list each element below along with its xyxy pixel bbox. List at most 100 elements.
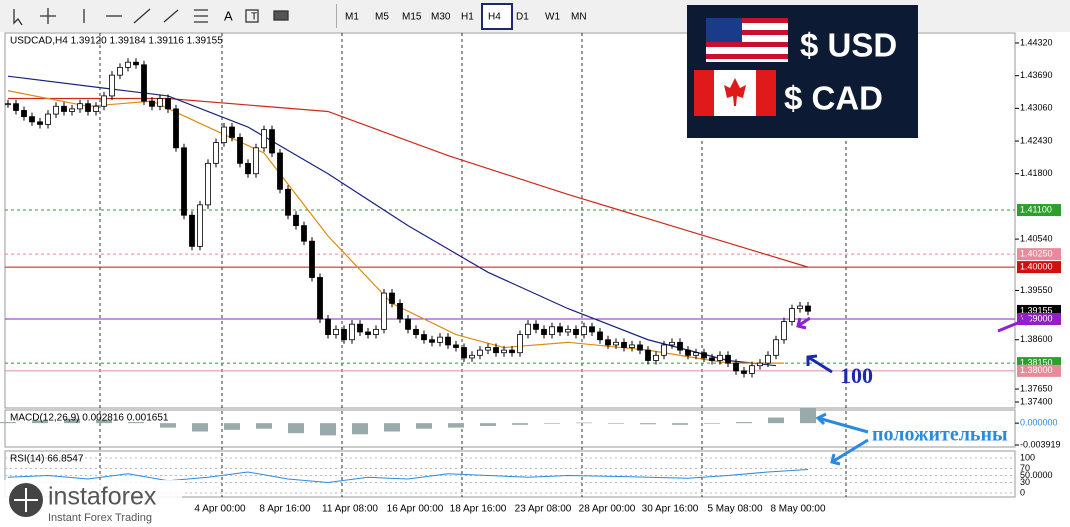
candle: [181, 147, 187, 216]
candle: [581, 326, 587, 335]
timeframe-button[interactable]: M30: [431, 12, 451, 23]
candle: [29, 116, 35, 123]
x-tick-label: 28 Apr 00:00: [579, 504, 636, 515]
annotation: положительны: [872, 424, 1008, 446]
candle: [573, 328, 579, 335]
timeframe-button[interactable]: M15: [402, 12, 422, 23]
candle: [125, 61, 131, 68]
candle: [317, 277, 323, 320]
macd-bar: [0, 422, 16, 424]
timeframe-button[interactable]: M1: [345, 12, 359, 23]
timeframe-button[interactable]: W1: [545, 12, 560, 23]
rsi-tick-label: 50.0000: [1020, 470, 1053, 480]
macd-bar: [96, 419, 112, 424]
rsi-line: [7, 469, 809, 484]
candle: [77, 103, 83, 110]
y-tick-label: 1.37650: [1020, 383, 1053, 393]
candle: [285, 188, 291, 216]
y-tick-label: 1.43690: [1020, 70, 1053, 80]
rsi-tick-label: 100: [1020, 452, 1035, 462]
macd-bar: [64, 418, 80, 424]
candle: [781, 321, 787, 341]
candle: [549, 326, 555, 335]
candle: [205, 162, 211, 206]
y-tick-label: 1.38600: [1020, 334, 1053, 344]
logo-name: instaforex: [48, 483, 157, 511]
level-label: 1.40000: [1020, 261, 1053, 271]
candle: [293, 214, 299, 227]
cad-label: $ CAD: [784, 80, 883, 117]
candle: [365, 331, 371, 335]
arrows: [796, 314, 1033, 466]
timeframe-button[interactable]: M5: [375, 12, 389, 23]
candle: [517, 334, 523, 354]
candle: [661, 344, 667, 356]
candle: [653, 354, 659, 361]
candle: [645, 349, 651, 361]
level-label-bg: [1017, 204, 1061, 217]
macd-bar: [384, 423, 400, 432]
macd-bar: [704, 423, 720, 424]
candle: [85, 103, 91, 112]
macd-bar: [256, 423, 272, 429]
level-label: 1.38000: [1020, 365, 1053, 375]
candle: [685, 349, 691, 356]
candle: [357, 323, 363, 333]
timeframe-button[interactable]: MN: [571, 12, 587, 23]
macd-bar: [224, 423, 240, 430]
candle: [237, 137, 243, 164]
level-label: 1.39000: [1020, 313, 1053, 323]
candle: [405, 318, 411, 330]
candle: [21, 110, 27, 118]
candle: [53, 105, 59, 115]
macd-bar: [320, 423, 336, 436]
timeframe-button[interactable]: H1: [461, 12, 474, 23]
candle: [709, 357, 715, 361]
y-tick-label: 1.42430: [1020, 135, 1053, 145]
candle: [213, 142, 219, 164]
rsi-tick-label: 70: [1020, 463, 1030, 473]
macd-bar: [608, 423, 624, 424]
candle: [229, 126, 235, 138]
y-tick-label: 1.40540: [1020, 233, 1053, 243]
candle: [749, 365, 755, 374]
level-label-bg: [1017, 248, 1061, 261]
flag-overlay: [687, 5, 918, 138]
usd-label: $ USD: [800, 27, 897, 64]
candle: [741, 370, 747, 374]
x-tick-label: 8 Apr 16:00: [259, 504, 311, 515]
candle: [269, 129, 275, 154]
y-tick-label: 1.41800: [1020, 168, 1053, 178]
macd-bar: [672, 423, 688, 425]
timeframe-button[interactable]: D1: [516, 12, 529, 23]
candle: [501, 349, 507, 354]
y-tick-label: 1.37400: [1020, 396, 1053, 406]
candle: [389, 292, 395, 304]
candle: [373, 328, 379, 335]
candle: [773, 339, 779, 356]
candle: [341, 328, 347, 341]
candle: [421, 334, 427, 341]
candle: [253, 147, 259, 175]
x-tick-label: 16 Apr 00:00: [387, 504, 444, 515]
timeframe-button[interactable]: H4: [488, 12, 501, 23]
candle: [717, 354, 723, 361]
separator: [336, 4, 337, 28]
macd-bar: [352, 423, 368, 435]
candle: [605, 339, 611, 346]
candle: [541, 328, 547, 335]
candle: [245, 162, 251, 175]
candle: [669, 341, 675, 346]
candle: [493, 347, 499, 354]
candle: [149, 100, 155, 107]
candle: [701, 352, 707, 359]
candle: [453, 344, 459, 348]
candle: [69, 108, 75, 112]
candle: [349, 323, 355, 341]
rsi-tick-label: 30: [1020, 477, 1030, 487]
level-label: 1.40250: [1020, 249, 1053, 259]
candle: [765, 354, 771, 364]
chart-title: USDCAD,H4 1.39120 1.39184 1.39116 1.3915…: [10, 36, 223, 47]
